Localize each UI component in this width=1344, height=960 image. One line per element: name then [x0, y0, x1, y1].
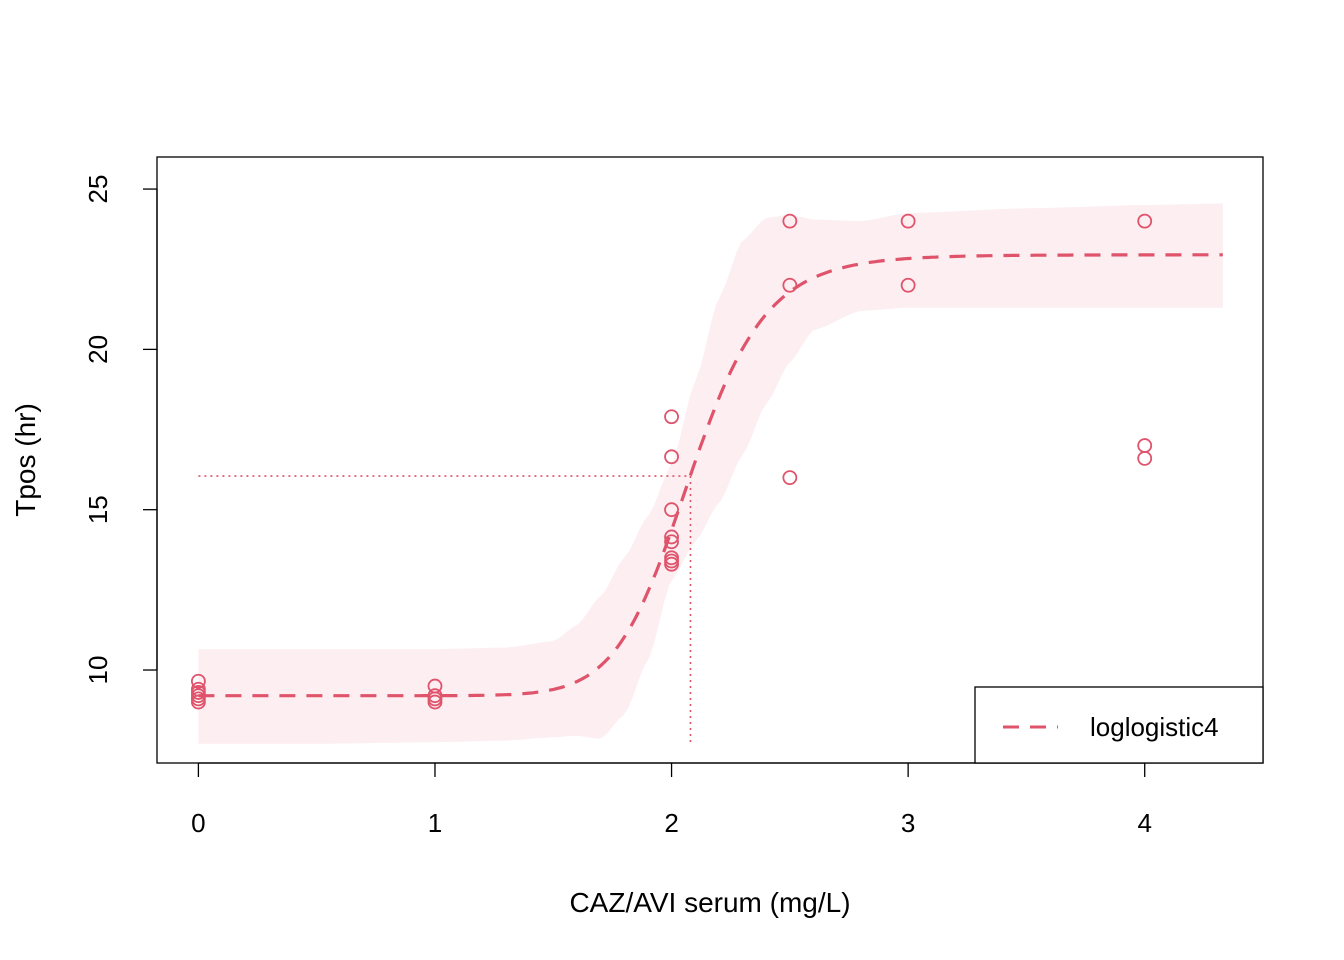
y-axis: 10 15 20 25: [83, 175, 158, 685]
data-point: [782, 213, 798, 229]
y-axis-title: Tpos (hr): [10, 403, 41, 517]
data-point: [782, 277, 798, 293]
data-point: [664, 529, 679, 545]
x-tick-label: 3: [901, 808, 915, 838]
data-point: [191, 673, 206, 689]
data-point: [1137, 438, 1153, 453]
fit-curve: [198, 253, 1223, 698]
confidence-band-layer: [198, 203, 1223, 744]
y-tick-label: 15: [83, 495, 113, 524]
y-tick-label: 25: [83, 175, 113, 204]
data-point: [1137, 450, 1153, 466]
data-points-layer: [191, 213, 1153, 710]
data-point: [664, 502, 679, 518]
data-point: [664, 409, 679, 425]
data-point: [900, 213, 916, 229]
data-point: [900, 277, 916, 293]
data-point: [664, 449, 679, 465]
confidence-band: [198, 203, 1223, 744]
reference-lines-layer: [198, 475, 692, 744]
x-tick-label: 4: [1137, 808, 1151, 838]
data-point: [1137, 213, 1153, 229]
data-point: [664, 534, 679, 550]
legend: loglogistic4: [974, 686, 1264, 764]
data-point: [782, 470, 798, 486]
fit-curve-layer: [198, 253, 1223, 698]
x-tick-label: 2: [664, 808, 678, 838]
legend-label: loglogistic4: [1090, 712, 1219, 742]
x-axis-title: CAZ/AVI serum (mg/L): [569, 887, 850, 918]
x-tick-label: 0: [191, 808, 205, 838]
y-tick-label: 10: [83, 656, 113, 685]
y-tick-label: 20: [83, 335, 113, 364]
data-point: [664, 556, 679, 572]
data-point: [191, 694, 206, 710]
legend-box: [974, 686, 1264, 764]
x-axis: 0 1 2 3 4: [191, 762, 1152, 838]
data-point: [427, 694, 443, 710]
x-tick-label: 1: [428, 808, 442, 838]
